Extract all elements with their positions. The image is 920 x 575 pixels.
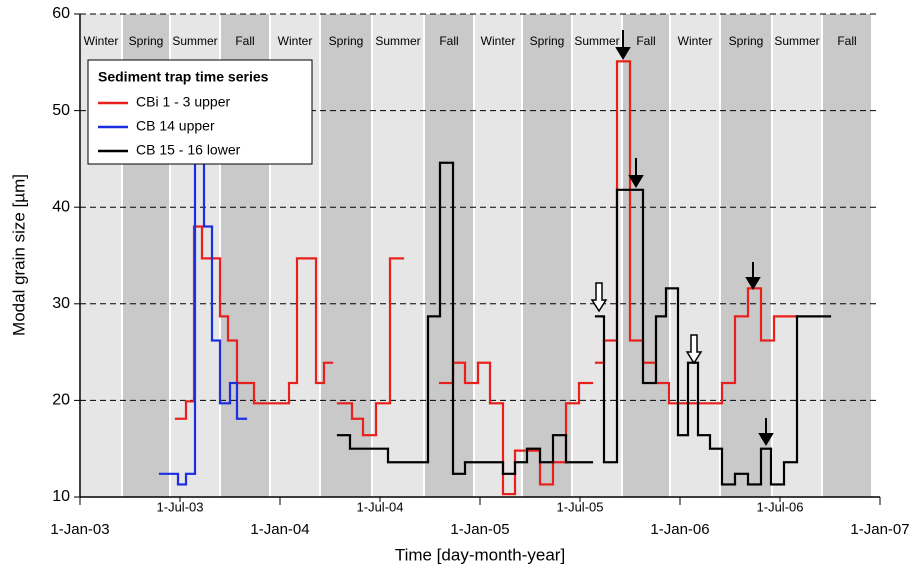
season-band [373, 14, 423, 497]
x-tick-label: 1-Jan-03 [50, 521, 109, 538]
x-tick-label: 1-Jul-05 [557, 499, 604, 514]
x-tick-label: 1-Jul-06 [757, 499, 804, 514]
hollow-arrow [590, 282, 608, 313]
arrow-head [615, 47, 631, 60]
arrow-head [758, 433, 774, 446]
x-axis-title: Time [day-month-year] [395, 545, 565, 564]
x-tick-label: 1-Jul-04 [357, 499, 404, 514]
season-band [475, 14, 521, 497]
season-label: Winter [278, 34, 313, 48]
y-tick-label: 30 [52, 295, 70, 312]
season-label: Fall [837, 34, 856, 48]
season-label: Spring [729, 34, 764, 48]
x-tick-label: 1-Jul-03 [157, 499, 204, 514]
season-label: Winter [84, 34, 119, 48]
y-tick-label: 10 [52, 488, 70, 505]
season-label: Fall [636, 34, 655, 48]
y-axis-title: Modal grain size [µm] [9, 174, 28, 336]
season-band [321, 14, 371, 497]
legend-title: Sediment trap time series [98, 69, 269, 85]
season-label: Summer [375, 34, 420, 48]
legend: Sediment trap time series CBi 1 - 3 uppe… [87, 59, 313, 165]
season-label: Summer [774, 34, 819, 48]
season-label: Winter [481, 34, 516, 48]
legend-label: CB 15 - 16 lower [136, 142, 241, 158]
season-band [721, 14, 771, 497]
season-label: Summer [574, 34, 619, 48]
legend-label: CB 14 upper [136, 118, 215, 134]
season-band [823, 14, 871, 497]
arrow-head [628, 175, 644, 188]
y-tick-label: 20 [52, 392, 70, 409]
x-tick-label: 1-Jan-07 [850, 521, 909, 538]
season-band [573, 14, 621, 497]
x-tick-label: 1-Jan-04 [250, 521, 309, 538]
season-band [425, 14, 473, 497]
season-label: Spring [329, 34, 364, 48]
season-label: Winter [678, 34, 713, 48]
season-label: Spring [530, 34, 565, 48]
annotation-arrows [590, 30, 774, 446]
arrow-head [745, 277, 761, 290]
season-label: Summer [172, 34, 217, 48]
y-tick-label: 40 [52, 198, 70, 215]
season-label: Fall [235, 34, 254, 48]
y-tick-label: 50 [52, 102, 70, 119]
season-band [523, 14, 571, 497]
x-tick-label: 1-Jan-06 [650, 521, 709, 538]
hollow-arrow [685, 334, 703, 365]
season-label: Fall [439, 34, 458, 48]
legend-label: CBi 1 - 3 upper [136, 94, 230, 110]
legend-box [87, 59, 313, 165]
y-tick-label: 60 [52, 5, 70, 22]
x-tick-label: 1-Jan-05 [450, 521, 509, 538]
season-label: Spring [129, 34, 164, 48]
